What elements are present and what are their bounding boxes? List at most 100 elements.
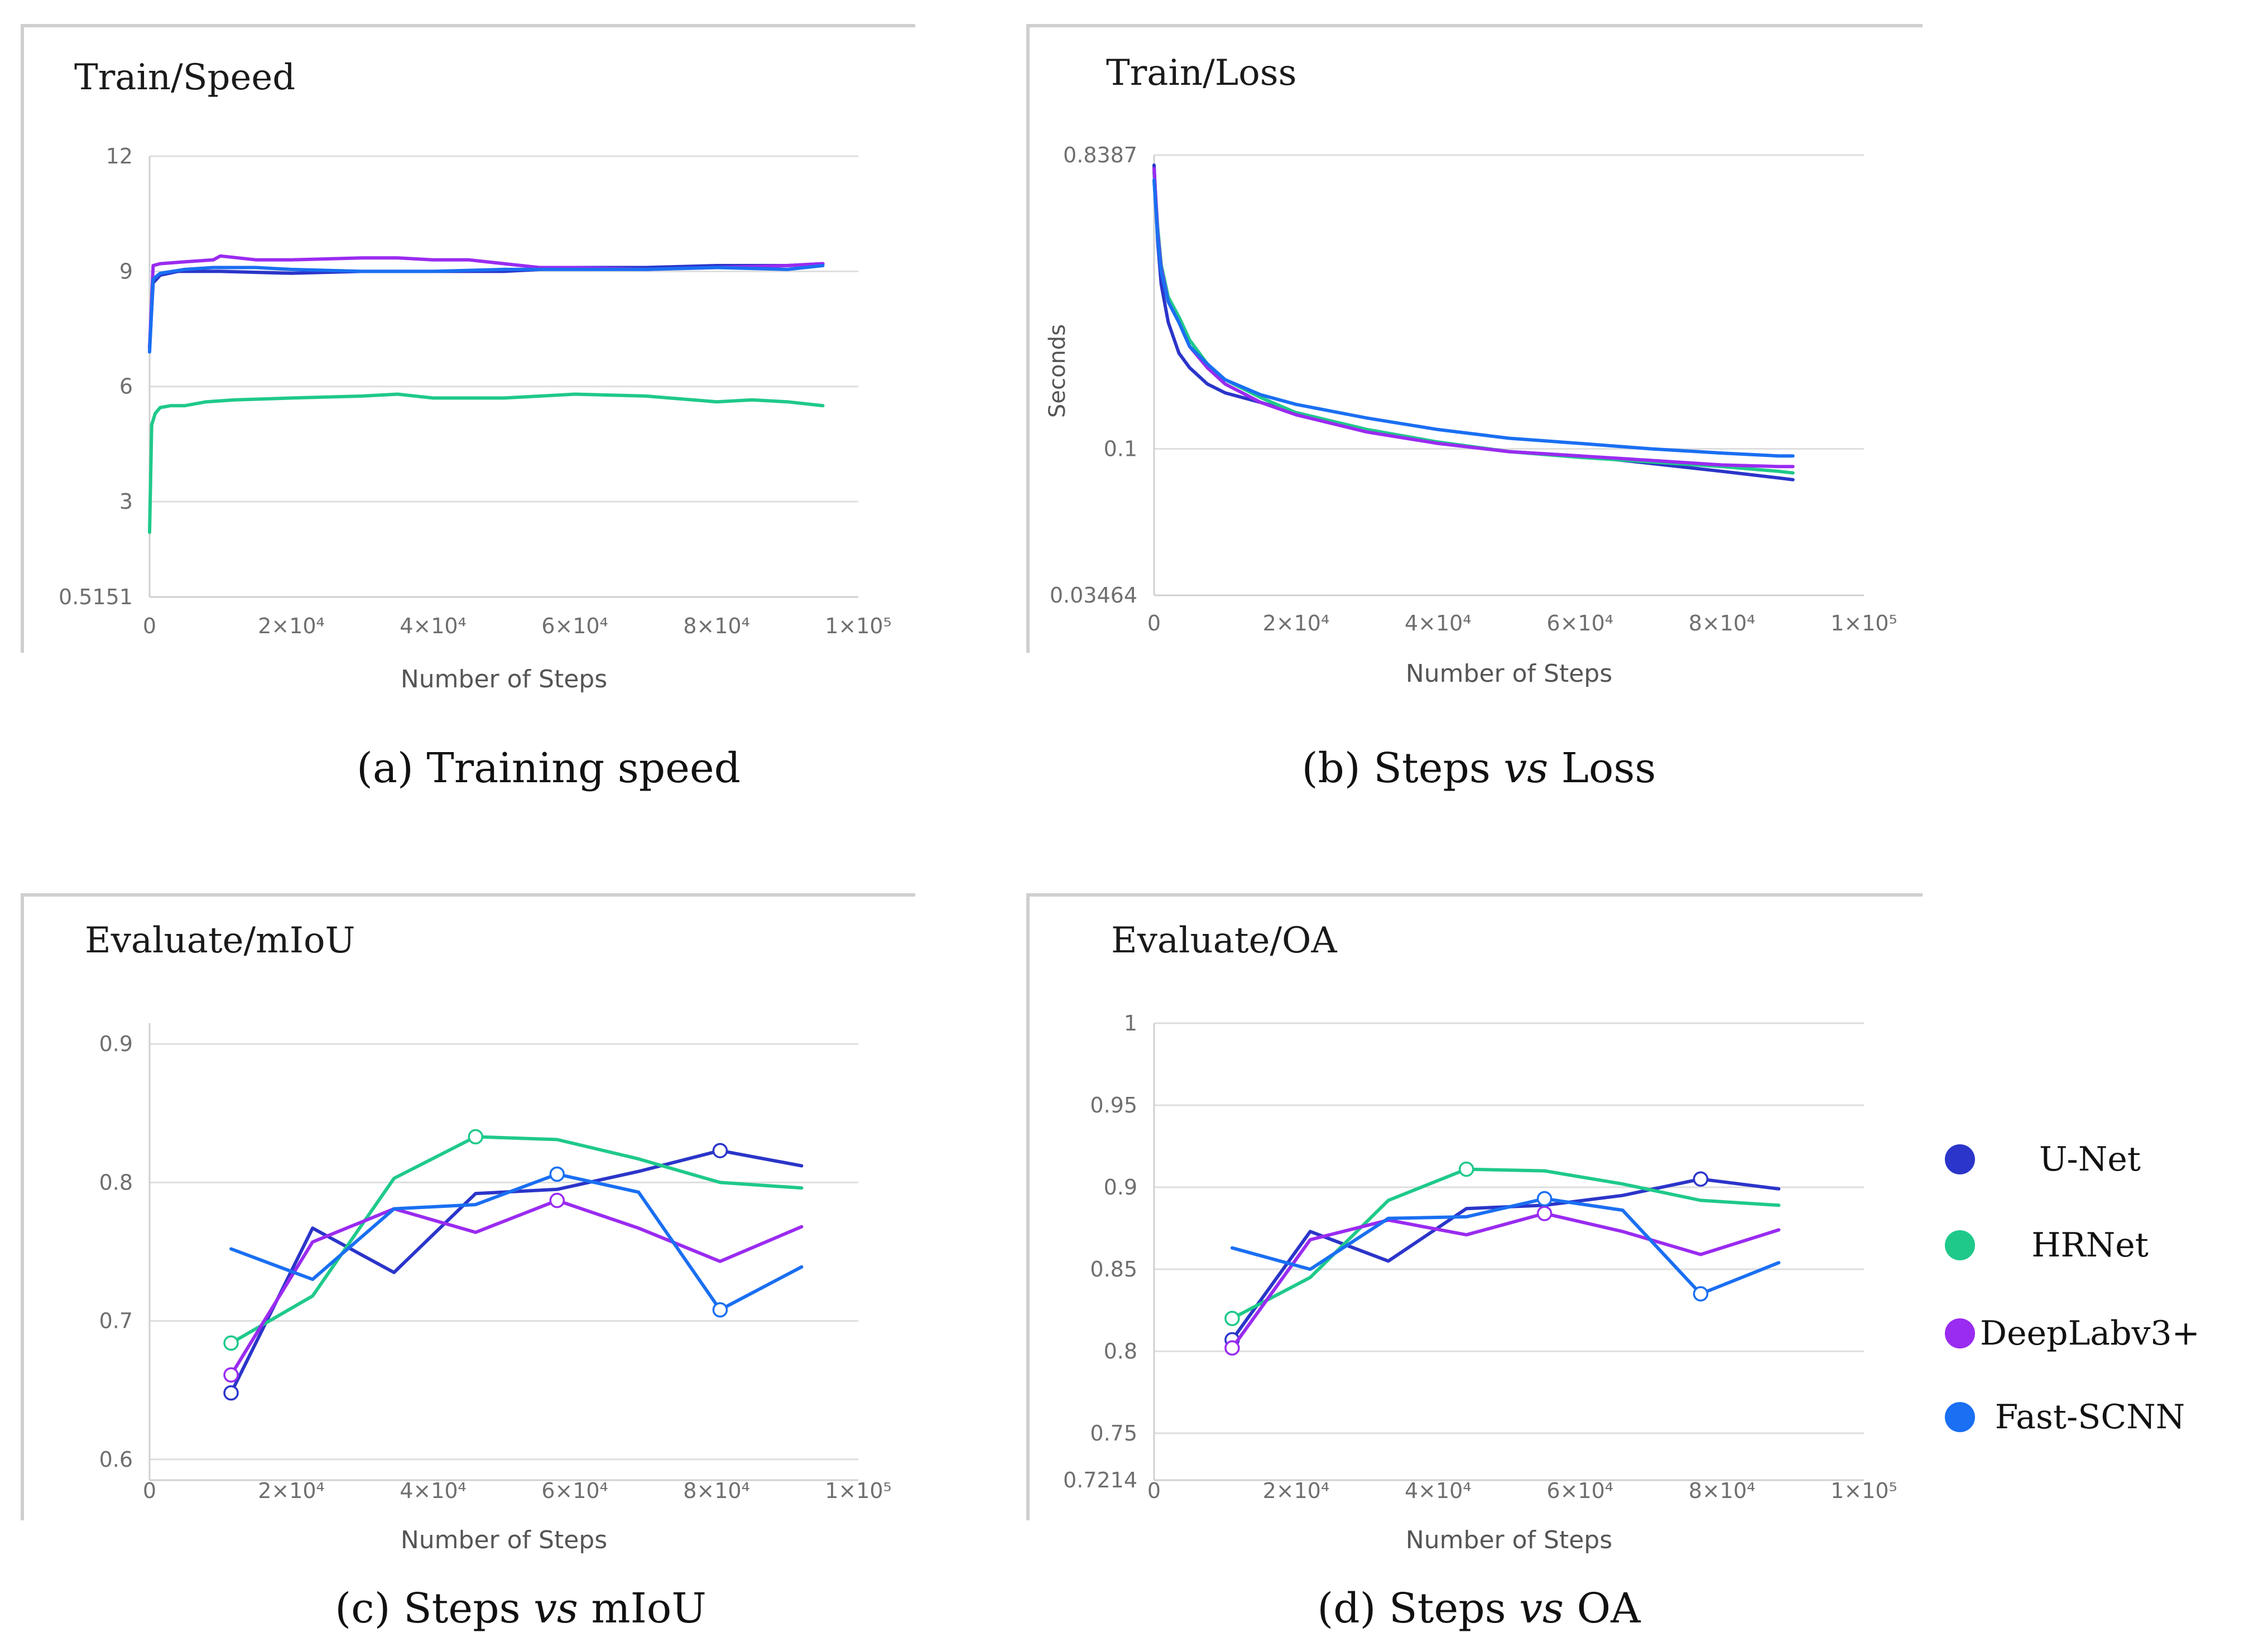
series-line-hrnet: [148, 392, 825, 534]
data-point-deeplabv3: [1536, 1206, 1553, 1221]
y-tick-label: 0.95: [1090, 1093, 1137, 1118]
data-point-hrnet: [468, 1129, 483, 1145]
plot-evaluate-miou: 0.9 0.8 0.7 0.6 0 2×10⁴ 4×10⁴ 6×10⁴ 8×10⁴ 1×10⁵ Nu…: [99, 1023, 892, 1554]
y-tick-label: 0.9: [1104, 1175, 1137, 1200]
data-point-fast-scnn: [549, 1166, 565, 1182]
x-tick-label: 0: [143, 614, 156, 638]
panel-d-frame: [1026, 893, 1923, 1520]
x-axis-label: Number of Steps: [1406, 1526, 1612, 1554]
series-line-fast-scnn: [229, 1172, 804, 1312]
legend-label-u-net: U-Net: [2039, 1140, 2141, 1179]
plot-train-speed: 12 9 6 3 0.5151 0 2×10⁴ 4×10⁴ 6×10⁴ 8×10⁴ 1×10⁵ Num…: [59, 144, 892, 693]
y-tick-label: 0.8: [99, 1170, 133, 1195]
x-tick-label: 8×10⁴: [1689, 1478, 1756, 1503]
caption-c-prefix: (c) Steps: [335, 1584, 534, 1632]
x-tick-label: 8×10⁴: [683, 1478, 750, 1503]
caption-c: (c) Steps vs mIoU: [335, 1584, 706, 1632]
x-tick-label: 0: [143, 1478, 156, 1503]
x-tick-label: 4×10⁴: [1405, 1478, 1472, 1503]
y-tick-label: 1: [1124, 1011, 1137, 1035]
x-tick-label: 4×10⁴: [400, 614, 467, 638]
data-point-fast-scnn: [1693, 1286, 1709, 1302]
series-line-u-net: [1230, 1177, 1781, 1342]
x-axis-label: Number of Steps: [401, 1526, 607, 1554]
x-tick-label: 1×10⁵: [1830, 611, 1897, 635]
y-tick-label: 0.85: [1090, 1257, 1137, 1282]
y-tick-label: 0.5151: [59, 585, 133, 609]
x-tick-label: 6×10⁴: [1546, 611, 1613, 635]
y-tick-label: 0.1: [1104, 437, 1137, 461]
data-point-hrnet: [1458, 1161, 1474, 1177]
y-tick-label: 0.75: [1090, 1421, 1137, 1446]
panel-b-frame: [1026, 24, 1923, 653]
y-tick-label: 3: [119, 489, 133, 514]
panel-c-frame: [21, 893, 915, 1520]
data-point-fast-scnn: [1536, 1191, 1553, 1207]
y-tick-label: 0.8387: [1063, 143, 1137, 167]
caption-b: (b) Steps vs Loss: [1302, 744, 1656, 792]
x-tick-label: 0: [1147, 1478, 1161, 1503]
x-tick-label: 6×10⁴: [541, 1478, 608, 1503]
legend-label-hrnet: HRNet: [2031, 1226, 2149, 1265]
data-point-fast-scnn: [712, 1302, 728, 1318]
x-axis-label: Number of Steps: [401, 665, 607, 693]
legend: U-Net HRNet DeepLabv3+ Fast-SCNN: [1945, 1140, 2200, 1437]
series-line-u-net: [148, 262, 825, 350]
x-tick-label: 2×10⁴: [258, 1478, 325, 1503]
x-tick-label: 4×10⁴: [400, 1478, 467, 1503]
caption-d-emph: vs: [1519, 1584, 1564, 1632]
x-axis-label: Number of Steps: [1406, 659, 1612, 688]
y-tick-label: 0.9: [99, 1032, 133, 1056]
caption-d: (d) Steps vs OA: [1317, 1584, 1641, 1632]
data-point-u-net: [223, 1385, 239, 1401]
x-tick-label: 8×10⁴: [683, 614, 750, 638]
x-tick-label: 1×10⁵: [825, 1478, 892, 1503]
panel-b-ylabel: Seconds: [1045, 324, 1070, 418]
x-tick-label: 2×10⁴: [1263, 611, 1330, 635]
x-tick-label: 6×10⁴: [1546, 1478, 1613, 1503]
legend-marker-hrnet: [1945, 1230, 1975, 1260]
x-tick-label: 8×10⁴: [1689, 611, 1756, 635]
panel-b-title: Train/Loss: [1106, 52, 1296, 94]
series-line-fast-scnn: [1230, 1197, 1781, 1296]
plot-train-loss: 0.8387 0.1 0.03464 0 2×10⁴ 4×10⁴ 6×10⁴ 8×10⁴ 1×1…: [1050, 143, 1897, 688]
legend-label-deeplabv3: DeepLabv3+: [1980, 1314, 2200, 1353]
x-tick-label: 4×10⁴: [1405, 611, 1472, 635]
series-line-u-net: [229, 1149, 804, 1395]
series-line-hrnet: [1152, 171, 1795, 475]
caption-c-emph: vs: [534, 1584, 578, 1632]
y-tick-label: 0.7214: [1063, 1468, 1137, 1492]
caption-b-emph: vs: [1503, 744, 1548, 792]
y-tick-label: 6: [119, 374, 133, 399]
plot-evaluate-oa: 1 0.95 0.9 0.85 0.8 0.75 0.7214 0 2×10⁴ 4×10⁴ 6×10…: [1063, 1011, 1897, 1554]
x-tick-label: 1×10⁵: [825, 614, 892, 638]
panel-frames: [21, 24, 1923, 1520]
caption-c-suffix: mIoU: [578, 1584, 707, 1632]
y-tick-label: 0.7: [99, 1309, 133, 1333]
panel-c-title: Evaluate/mIoU: [85, 920, 355, 961]
y-tick-label: 0.8: [1104, 1339, 1137, 1364]
data-point-hrnet: [223, 1335, 239, 1351]
caption-d-prefix: (d) Steps: [1317, 1584, 1519, 1632]
data-point-deeplabv3: [223, 1367, 239, 1383]
legend-label-fast-scnn: Fast-SCNN: [1995, 1398, 2185, 1437]
series-line-deeplabv3: [1230, 1212, 1781, 1350]
legend-marker-u-net: [1945, 1144, 1975, 1174]
x-tick-label: 2×10⁴: [1263, 1478, 1330, 1503]
legend-marker-fast-scnn: [1945, 1402, 1975, 1432]
caption-a: (a) Training speed: [357, 744, 741, 792]
x-tick-label: 0: [1147, 611, 1161, 635]
series-line-deeplabv3: [1152, 167, 1795, 469]
series-line-fast-scnn: [148, 264, 825, 354]
y-tick-label: 9: [119, 259, 133, 283]
caption-b-suffix: Loss: [1548, 744, 1656, 792]
y-tick-label: 0.03464: [1050, 583, 1137, 608]
data-point-u-net: [1693, 1171, 1709, 1187]
data-point-deeplabv3: [549, 1192, 565, 1208]
series-line-hrnet: [1230, 1167, 1781, 1321]
panel-a-title: Train/Speed: [74, 57, 295, 98]
series-line-fast-scnn: [1152, 178, 1795, 458]
panel-d-title: Evaluate/OA: [1111, 920, 1338, 961]
x-tick-label: 2×10⁴: [258, 614, 325, 638]
